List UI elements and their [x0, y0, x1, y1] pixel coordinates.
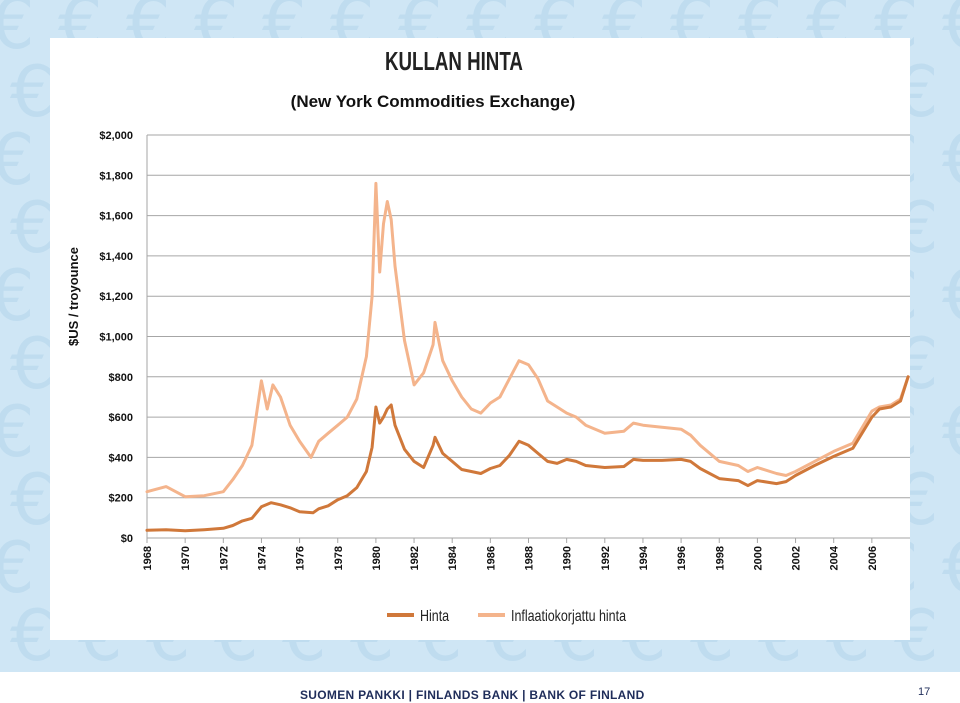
- page-number: 17: [918, 686, 931, 698]
- legend-label: Hinta: [420, 608, 449, 626]
- euro-icon: €: [10, 187, 55, 269]
- y-axis-label: $US / troyounce: [66, 247, 81, 346]
- grid: [146, 134, 910, 539]
- x-tick-label: 2002: [791, 546, 803, 570]
- x-tick-label: 1984: [447, 545, 459, 570]
- legend: Hinta Inflaatiokorjattu hinta: [387, 608, 626, 626]
- footer-bank-name: SUOMEN PANKKI | FINLANDS BANK | BANK OF …: [300, 688, 645, 702]
- x-tick-label: 1986: [485, 546, 497, 570]
- y-tick-label: $2,000: [99, 130, 133, 142]
- x-axis-ticks: 1968 1970 1972 1974 1976 1978 1980 1982 1984 1986…: [142, 538, 879, 570]
- euro-icon: €: [10, 323, 55, 405]
- x-tick-label: 1996: [676, 546, 688, 570]
- euro-icon: €: [0, 119, 35, 201]
- y-tick-label: $200: [109, 493, 133, 505]
- y-axis-ticks: $0 $200 $400 $600 $800 $1,000 $1,200 $1,400 $1,6…: [99, 130, 133, 545]
- euro-icon: €: [0, 255, 35, 337]
- euro-icon: €: [10, 595, 55, 672]
- euro-icon: €: [0, 391, 35, 473]
- euro-icon: €: [942, 391, 960, 473]
- chart-panel: KULLAN HINTA (New York Commodities Excha…: [50, 38, 910, 640]
- series-line-hinta: [145, 375, 910, 533]
- y-tick-label: $1,000: [99, 332, 133, 344]
- chart-subtitle: (New York Commodities Exchange): [291, 92, 576, 111]
- x-tick-label: 2006: [867, 546, 879, 570]
- y-tick-label: $1,400: [99, 251, 133, 263]
- y-tick-label: $1,200: [99, 291, 133, 303]
- euro-icon: €: [10, 51, 55, 133]
- y-tick-label: $600: [109, 412, 133, 424]
- footer: SUOMEN PANKKI | FINLANDS BANK | BANK OF …: [0, 672, 960, 703]
- x-tick-label: 1970: [180, 546, 192, 570]
- x-tick-label: 1992: [600, 546, 612, 570]
- euro-icon: €: [10, 459, 55, 541]
- euro-icon: €: [942, 0, 960, 65]
- legend-label: Inflaatiokorjattu hinta: [511, 608, 626, 626]
- x-tick-label: 1974: [256, 545, 268, 570]
- x-tick-label: 1978: [333, 546, 345, 570]
- y-tick-label: $800: [109, 372, 133, 384]
- gold-price-chart: KULLAN HINTA (New York Commodities Excha…: [66, 46, 910, 626]
- chart-title: KULLAN HINTA: [385, 46, 523, 76]
- x-tick-label: 2000: [752, 546, 764, 570]
- euro-icon: €: [942, 119, 960, 201]
- x-tick-label: 1980: [371, 546, 383, 570]
- y-tick-label: $0: [121, 533, 133, 545]
- euro-icon: €: [942, 255, 960, 337]
- y-tick-label: $400: [109, 452, 133, 464]
- x-tick-label: 1968: [142, 546, 154, 570]
- x-tick-label: 1998: [714, 546, 726, 570]
- x-tick-label: 2004: [829, 545, 841, 570]
- euro-icon: €: [0, 0, 35, 65]
- y-tick-label: $1,600: [99, 211, 133, 223]
- x-tick-label: 1990: [562, 546, 574, 570]
- x-tick-label: 1972: [218, 546, 230, 570]
- y-tick-label: $1,800: [99, 170, 133, 182]
- x-tick-label: 1994: [638, 545, 650, 570]
- euro-icon: €: [942, 527, 960, 609]
- x-tick-label: 1982: [409, 546, 421, 570]
- x-tick-label: 1988: [524, 546, 536, 570]
- series: [145, 181, 910, 533]
- x-tick-label: 1976: [295, 546, 307, 570]
- euro-icon: €: [0, 527, 35, 609]
- series-line-inflation-adjusted: [145, 181, 910, 499]
